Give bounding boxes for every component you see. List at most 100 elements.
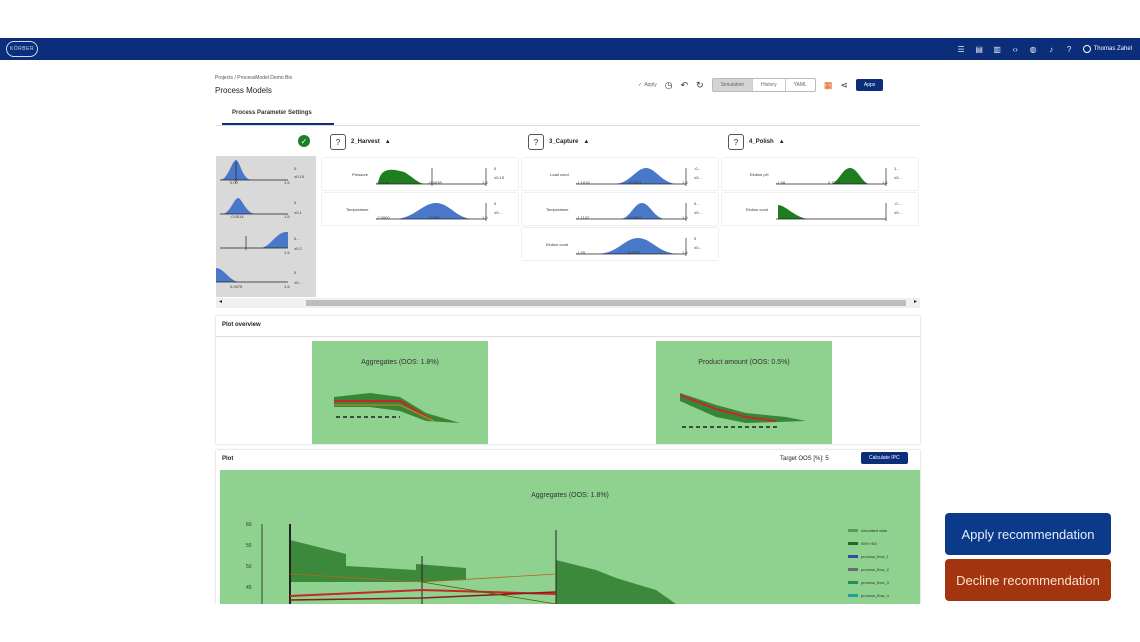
- param-card-polish-elution-cond[interactable]: Elution cond -0... ±0...: [722, 193, 918, 225]
- page-title: Process Models: [215, 86, 272, 95]
- column-header-polish[interactable]: ? 4_Polish ▲: [728, 130, 785, 154]
- globe-icon[interactable]: ◍: [1029, 44, 1037, 54]
- left-max-1: 1.5: [284, 180, 290, 185]
- help-icon[interactable]: ?: [1066, 44, 1072, 54]
- legend-process-flow-3[interactable]: process_flow_3: [848, 576, 889, 589]
- book-icon[interactable]: ▤: [975, 44, 983, 54]
- divider: [216, 336, 920, 337]
- segment-history[interactable]: History: [753, 79, 786, 91]
- caret-up-icon: ▲: [583, 139, 590, 145]
- legend-process-flow-1[interactable]: process_flow_1: [848, 550, 889, 563]
- left-val-1: 0: [294, 166, 297, 171]
- scroll-right-icon[interactable]: ▸: [913, 299, 917, 305]
- share-icon[interactable]: ⋖: [840, 79, 848, 90]
- menu-icon[interactable]: ☰: [957, 44, 965, 54]
- company-logo[interactable]: KÖRBER: [6, 41, 38, 57]
- temperature-distribution: [376, 203, 487, 221]
- left-dist-2[interactable]: [220, 198, 288, 215]
- horizontal-scrollbar[interactable]: ◂ ▸: [216, 298, 920, 308]
- column-header-capture[interactable]: ? 3_Capture ▲: [528, 130, 589, 154]
- y-tick-50: 50: [246, 564, 252, 570]
- legend-process-flow-2[interactable]: process_flow_2: [848, 563, 889, 576]
- capture-temperature-distribution: [576, 203, 687, 221]
- document-icon[interactable]: ▥: [993, 44, 1001, 54]
- load-cond-distribution: [576, 168, 687, 186]
- polish-elution-cond-distribution: [776, 203, 887, 221]
- toolbar: ✓ Apply ◷ ↶ ↻ Simulation History YAML ▦ ⋖…: [638, 78, 884, 92]
- tab-process-parameter-settings[interactable]: Process Parameter Settings: [232, 110, 312, 116]
- segment-yaml[interactable]: YAML: [793, 82, 807, 88]
- unknown-status-icon: ?: [330, 134, 346, 150]
- plot-overview-title: Plot overview: [222, 322, 261, 328]
- column-header-harvest[interactable]: ? 2_Harvest ▲: [330, 130, 391, 154]
- target-oos-label: Target OOS [%]: 5: [780, 456, 829, 462]
- legend-95-hdi[interactable]: 95% HDI: [848, 537, 889, 550]
- chart-title: Aggregates (OOS: 1.8%): [531, 492, 609, 499]
- left-min-4: 0.0475: [230, 284, 243, 289]
- view-segment-control: Simulation History YAML: [711, 78, 816, 92]
- undo-icon[interactable]: ↶: [680, 79, 689, 90]
- tab-bar: Process Parameter Settings: [216, 104, 920, 126]
- left-pm-3: ±0.2: [294, 246, 302, 251]
- param-card-harvest-temperature[interactable]: Temperature -2.0000 -0.045 1.5 0 ±0...: [322, 193, 518, 225]
- check-icon: ✓: [638, 82, 643, 88]
- user-menu[interactable]: Thomas Zahel: [1082, 45, 1132, 53]
- param-card-harvest-pressure[interactable]: Pressure -0.1146 -0.0638 1.5 0 ±0.15: [322, 158, 518, 190]
- param-card-capture-temperature[interactable]: Temperature -1.1102 -0.0002 1.5 0... ±0.…: [522, 193, 718, 225]
- top-navigation-bar: KÖRBER ☰ ▤ ▥ ‹› ◍ ♪ ? Thomas Zahel: [0, 38, 1140, 60]
- left-val-4: 0: [294, 270, 297, 275]
- unknown-status-icon: ?: [728, 134, 744, 150]
- avatar-icon: [1082, 45, 1091, 53]
- active-tab-indicator: [222, 123, 334, 125]
- thumbnail-aggregates[interactable]: Aggregates (OOS: 1.8%): [312, 341, 488, 444]
- apply-recommendation-button[interactable]: Apply recommendation: [945, 513, 1111, 555]
- left-val-3: 0...: [294, 236, 300, 241]
- user-name: Thomas Zahel: [1093, 46, 1132, 52]
- param-card-capture-load-cond[interactable]: Load cond -1.1616 -0.0201 1.5 -0... ±0..…: [522, 158, 718, 190]
- left-max-2: 1.5: [284, 214, 290, 219]
- left-min-1: 0.00: [230, 180, 238, 185]
- decline-recommendation-button[interactable]: Decline recommendation: [945, 559, 1111, 601]
- scroll-left-icon[interactable]: ◂: [219, 299, 223, 305]
- left-dist-4[interactable]: [216, 268, 288, 283]
- caret-up-icon: ▲: [384, 139, 391, 145]
- segment-simulation[interactable]: Simulation: [712, 79, 754, 91]
- breadcrumb[interactable]: Projects / ProcessModel Demo Bio: [215, 75, 293, 81]
- elution-cond-distribution: [576, 238, 687, 256]
- refresh-icon[interactable]: ↻: [696, 79, 704, 90]
- bell-icon[interactable]: ♪: [1049, 44, 1054, 54]
- param-card-capture-elution-cond[interactable]: Elution cond -1.05 0.0037 1.5 0 ±0...: [522, 228, 718, 260]
- thumbnail-product-amount[interactable]: Product amount (OOS: 0.5%): [656, 341, 832, 444]
- left-min-2: -0.0014: [230, 214, 244, 219]
- left-pm-4: ±0...: [294, 280, 302, 285]
- left-dist-3[interactable]: [220, 232, 288, 250]
- apps-button[interactable]: Apps: [855, 79, 884, 91]
- left-distributions: [216, 160, 288, 283]
- plot-title: Plot: [222, 456, 234, 462]
- status-check-icon: ✓: [298, 135, 310, 147]
- legend-simulated-data[interactable]: simulated data: [848, 524, 889, 537]
- grid-icon[interactable]: ▦: [823, 79, 833, 90]
- param-card-polish-elution-ph[interactable]: Elution pH -1.08 0.7331 1.4 1... ±0...: [722, 158, 918, 190]
- pressure-distribution: [376, 168, 487, 186]
- y-tick-60: 60: [246, 522, 252, 528]
- legend-process-flow-4[interactable]: process_flow_4: [848, 589, 889, 602]
- left-val-2: 0: [294, 200, 297, 205]
- left-pm-2: ±0.1: [294, 210, 302, 215]
- unknown-status-icon: ?: [528, 134, 544, 150]
- product-amount-thumbnail-chart: [679, 393, 806, 428]
- left-max-4: 1.5: [284, 284, 290, 289]
- aggregates-thumbnail-chart: [334, 393, 460, 423]
- y-tick-45: 45: [246, 585, 252, 591]
- chart-legend: simulated data 95% HDI process_flow_1 pr…: [848, 524, 889, 602]
- page-bottom-area: [0, 604, 1140, 642]
- code-icon[interactable]: ‹›: [1012, 44, 1018, 54]
- calculate-ipc-button[interactable]: Calculate IPC: [861, 452, 908, 464]
- scrollbar-thumb[interactable]: [306, 300, 906, 306]
- elution-ph-distribution: [776, 168, 887, 186]
- history-icon[interactable]: ◷: [664, 79, 673, 90]
- apply-button[interactable]: ✓ Apply: [638, 82, 657, 88]
- y-tick-55: 55: [246, 543, 252, 549]
- top-icons: ☰ ▤ ▥ ‹› ◍ ♪ ? Thomas Zahel: [957, 38, 1132, 60]
- left-dist-1[interactable]: [220, 160, 288, 182]
